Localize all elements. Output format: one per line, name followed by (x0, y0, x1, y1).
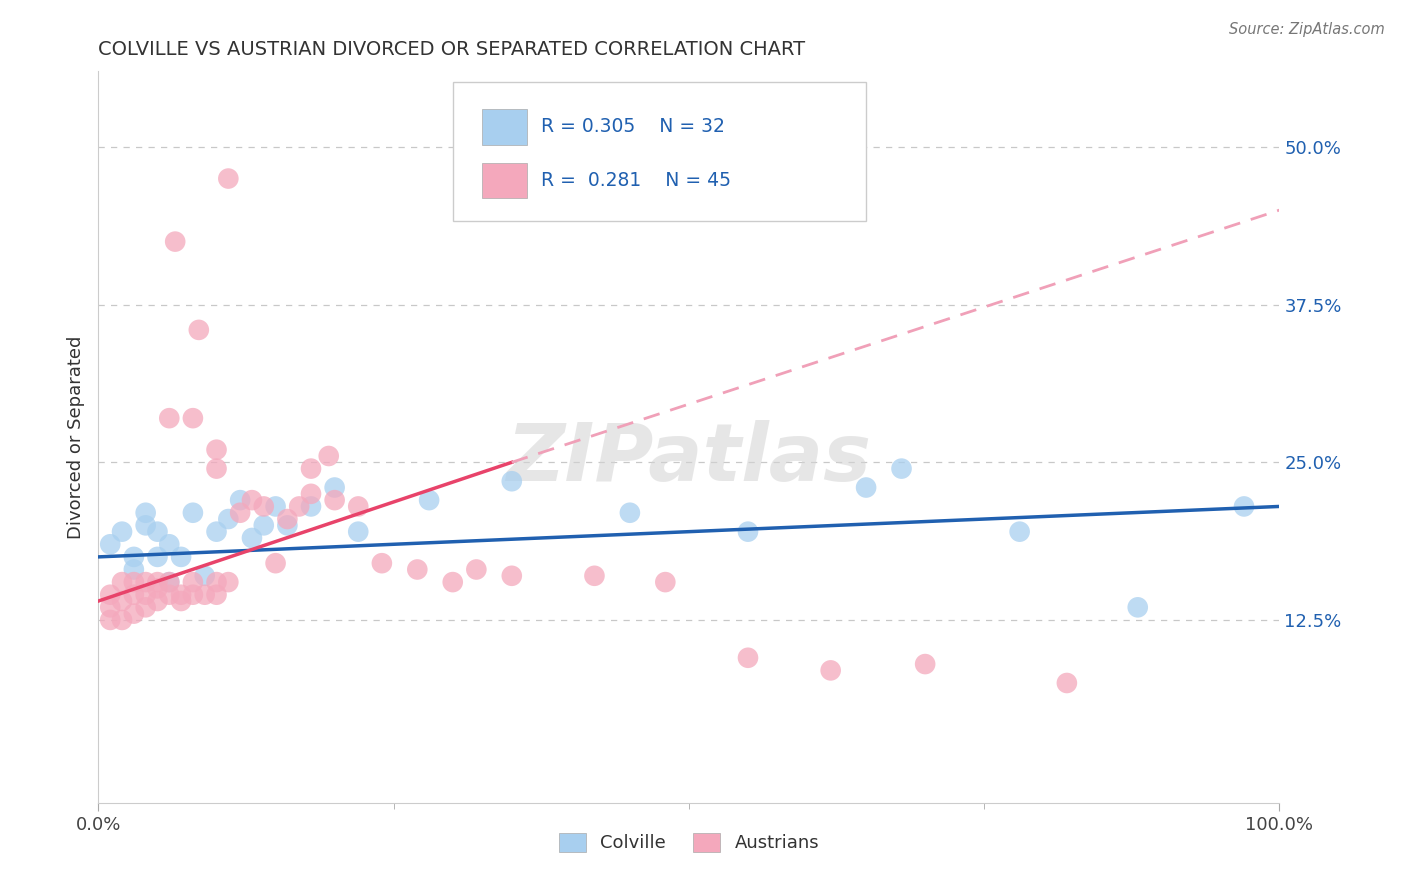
Point (146, 524, 169, 539)
Point (205, 442, 228, 457)
Point (157, 575, 180, 590)
Point (165, 235, 187, 249)
Point (146, 549, 169, 564)
Point (299, 500, 322, 514)
Point (98, 613, 121, 627)
Point (170, 588, 193, 602)
Point (583, 569, 606, 583)
Text: R = 0.305    N = 32: R = 0.305 N = 32 (541, 118, 725, 136)
Point (111, 524, 134, 539)
Point (98, 537, 121, 551)
Point (205, 575, 228, 590)
Point (465, 562, 488, 576)
Point (253, 518, 276, 533)
Point (855, 481, 877, 495)
Point (406, 562, 429, 576)
Point (146, 594, 169, 608)
Point (820, 664, 842, 678)
Point (170, 549, 193, 564)
FancyBboxPatch shape (482, 163, 527, 198)
Point (194, 588, 217, 602)
Point (264, 500, 287, 514)
Point (1126, 600, 1149, 615)
Point (217, 512, 239, 526)
Point (181, 588, 204, 602)
Point (146, 575, 169, 590)
Text: Source: ZipAtlas.com: Source: ZipAtlas.com (1229, 22, 1385, 37)
Point (157, 537, 180, 551)
Point (135, 506, 157, 520)
Point (194, 569, 217, 583)
Text: ZIPatlas: ZIPatlas (506, 420, 872, 498)
Point (98, 588, 121, 602)
Point (217, 575, 239, 590)
Point (299, 487, 322, 501)
Point (157, 411, 180, 425)
Point (347, 524, 370, 539)
Point (229, 493, 252, 508)
Point (111, 613, 134, 627)
Point (501, 474, 523, 488)
Y-axis label: Divorced or Separated: Divorced or Separated (66, 335, 84, 539)
Point (157, 588, 180, 602)
Point (181, 411, 204, 425)
Point (914, 657, 936, 671)
FancyBboxPatch shape (482, 110, 527, 145)
Point (1056, 676, 1078, 690)
Point (135, 575, 157, 590)
Point (122, 607, 145, 621)
Point (1233, 500, 1256, 514)
Point (441, 575, 464, 590)
Point (1008, 524, 1031, 539)
Point (122, 588, 145, 602)
Point (276, 518, 298, 533)
Point (890, 461, 912, 475)
Point (205, 524, 228, 539)
Point (654, 575, 676, 590)
Point (217, 171, 239, 186)
Legend: Colville, Austrians: Colville, Austrians (551, 826, 827, 860)
Point (111, 594, 134, 608)
Point (371, 556, 394, 570)
Point (323, 493, 346, 508)
Point (501, 569, 523, 583)
Point (122, 562, 145, 576)
Point (276, 512, 298, 526)
Point (737, 524, 759, 539)
Point (205, 461, 228, 475)
Point (205, 588, 228, 602)
Point (146, 582, 169, 596)
Point (181, 575, 204, 590)
Point (111, 575, 134, 590)
Point (240, 493, 263, 508)
Point (122, 549, 145, 564)
Point (98, 600, 121, 615)
Point (737, 650, 759, 665)
Point (347, 500, 370, 514)
Point (135, 600, 157, 615)
Point (157, 575, 180, 590)
Text: COLVILLE VS AUSTRIAN DIVORCED OR SEPARATED CORRELATION CHART: COLVILLE VS AUSTRIAN DIVORCED OR SEPARAT… (98, 39, 806, 59)
Point (170, 594, 193, 608)
Point (323, 481, 346, 495)
Point (122, 575, 145, 590)
Point (187, 323, 209, 337)
Point (181, 506, 204, 520)
Point (135, 518, 157, 533)
Point (229, 506, 252, 520)
Point (264, 556, 287, 570)
Point (418, 493, 440, 508)
Point (288, 500, 311, 514)
Point (135, 588, 157, 602)
Point (240, 531, 263, 545)
Text: R =  0.281    N = 45: R = 0.281 N = 45 (541, 171, 731, 190)
Point (253, 500, 276, 514)
Point (619, 506, 641, 520)
FancyBboxPatch shape (453, 82, 866, 221)
Point (318, 449, 340, 463)
Point (299, 461, 322, 475)
